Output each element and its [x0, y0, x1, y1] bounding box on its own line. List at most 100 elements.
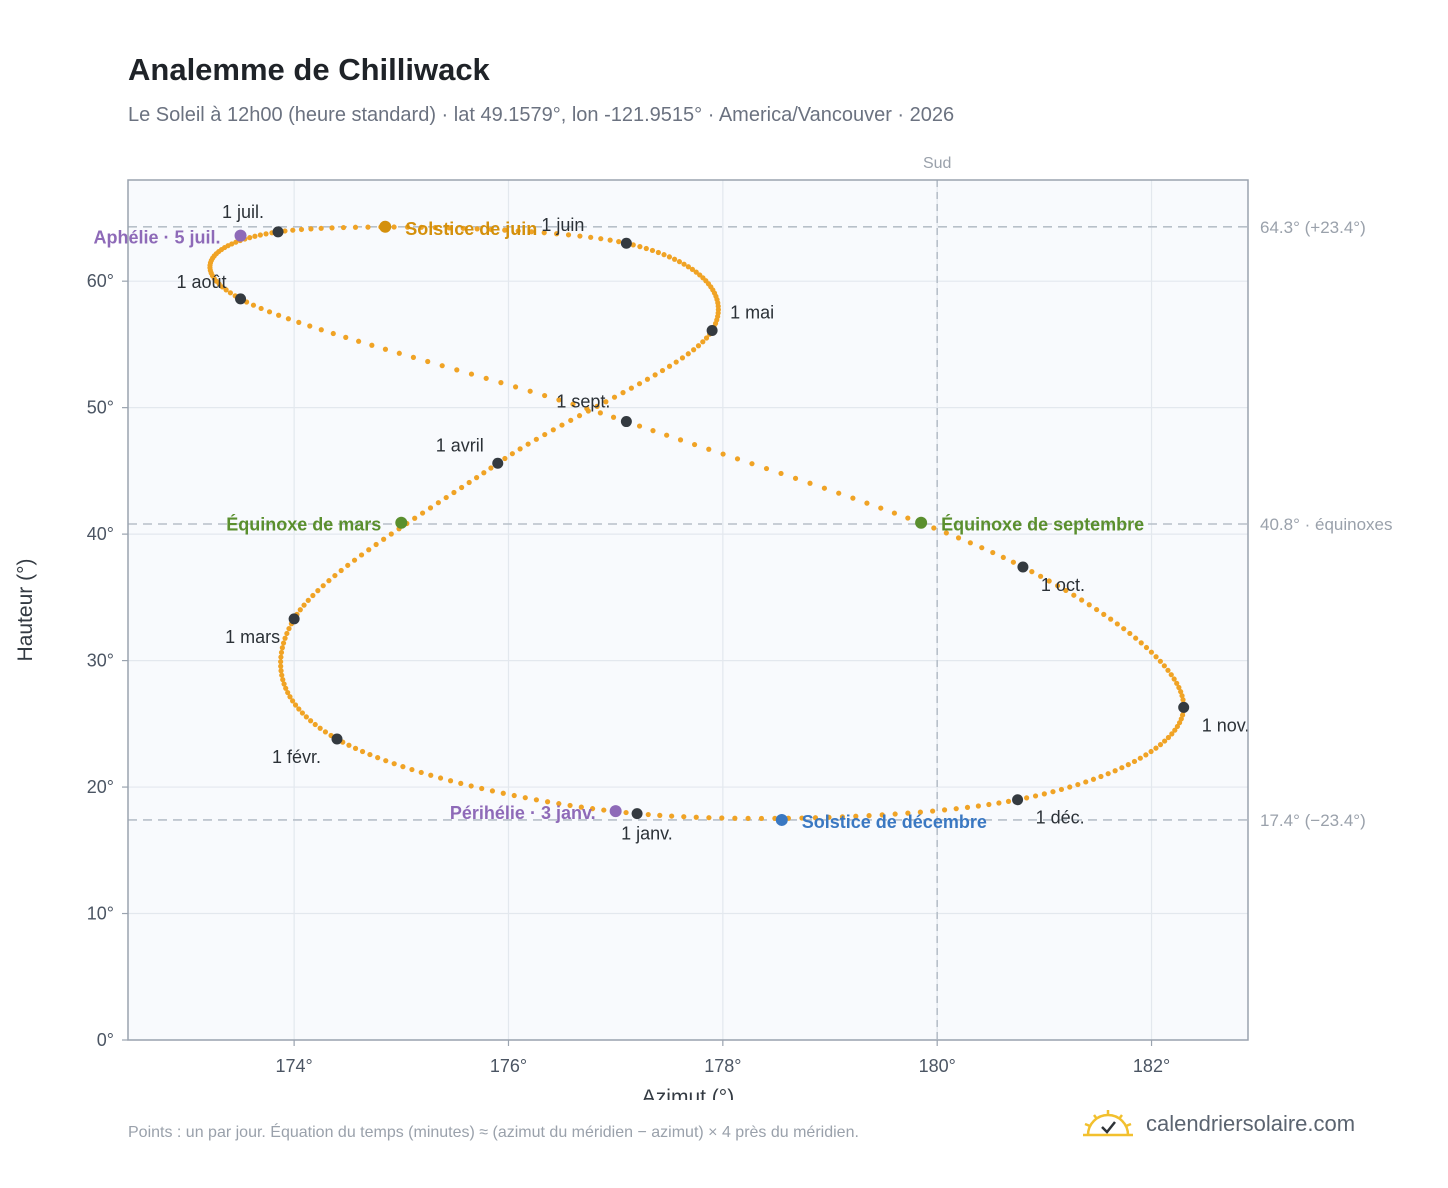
daily-sun-dot: [308, 718, 314, 724]
daily-sun-dot: [439, 363, 445, 369]
brand-name[interactable]: calendriersolaire.com: [1146, 1111, 1356, 1136]
event-label: Solstice de décembre: [802, 812, 987, 832]
month-point: [620, 416, 632, 428]
daily-sun-dot: [719, 815, 725, 821]
daily-sun-dot: [356, 338, 362, 344]
daily-sun-dot: [266, 309, 273, 315]
daily-sun-dot: [607, 237, 613, 243]
daily-sun-dot: [1054, 583, 1061, 589]
daily-sun-dot: [616, 239, 622, 245]
daily-sun-dot: [318, 327, 324, 333]
daily-sun-dot: [669, 813, 675, 819]
daily-sun-dot: [628, 385, 634, 391]
daily-sun-dot: [598, 236, 604, 242]
daily-sun-dot: [996, 800, 1002, 806]
daily-sun-dot: [488, 226, 494, 233]
daily-sun-dot: [691, 441, 698, 448]
event-label: Périhélie · 3 janv.: [450, 803, 596, 823]
daily-sun-dot: [1153, 654, 1159, 660]
daily-sun-dot: [369, 342, 375, 348]
daily-sun-dot: [1086, 602, 1092, 608]
plot-background: [128, 180, 1248, 1040]
daily-sun-dot: [474, 226, 480, 232]
month-point: [272, 226, 284, 238]
event-label: Équinoxe de septembre: [941, 514, 1144, 535]
daily-sun-dot: [905, 515, 911, 521]
daily-sun-dot: [278, 668, 284, 674]
daily-sun-dot: [282, 228, 288, 234]
daily-sun-dot: [286, 626, 292, 632]
daily-sun-dot: [990, 549, 996, 556]
daily-sun-dot: [1165, 734, 1172, 741]
daily-sun-dot: [1075, 781, 1081, 788]
daily-sun-dot: [1024, 795, 1030, 801]
y-tick-label: 10°: [87, 904, 114, 924]
daily-sun-dot: [1148, 649, 1155, 655]
daily-sun-dot: [931, 525, 937, 531]
daily-sun-dot: [263, 231, 269, 237]
daily-sun-dot: [664, 432, 670, 438]
south-label: Sud: [923, 155, 951, 172]
daily-sun-dot: [1179, 693, 1185, 699]
daily-sun-dot: [720, 451, 726, 457]
daily-sun-dot: [673, 359, 679, 365]
daily-sun-dot: [611, 394, 618, 400]
daily-sun-dot: [1125, 762, 1131, 768]
daily-sun-dot: [388, 531, 394, 537]
chart-title: Analemme de Chilliwack: [128, 52, 490, 87]
daily-sun-dot: [500, 790, 506, 796]
daily-sun-dot: [979, 545, 985, 551]
daily-sun-dot: [695, 343, 702, 349]
daily-sun-dot: [296, 319, 302, 325]
daily-sun-dot: [447, 778, 454, 784]
daily-sun-dot: [836, 490, 842, 496]
daily-sun-dot: [578, 804, 584, 810]
daily-sun-dot: [693, 269, 699, 275]
x-tick-label: 182°: [1133, 1056, 1170, 1076]
daily-sun-dot: [652, 372, 658, 378]
daily-sun-dot: [567, 802, 573, 809]
daily-sun-dot: [257, 232, 263, 238]
footnote: Points : un par jour. Équation du temps …: [128, 1124, 859, 1141]
daily-sun-dot: [691, 347, 697, 353]
daily-sun-dot: [1171, 676, 1177, 682]
y-tick-label: 20°: [87, 777, 114, 797]
daily-sun-dot: [1090, 776, 1097, 782]
daily-sun-dot: [346, 742, 352, 748]
daily-sun-dot: [250, 302, 257, 308]
y-tick-label: 50°: [87, 398, 114, 418]
daily-sun-dot: [284, 630, 290, 637]
daily-sun-dot: [512, 384, 519, 390]
daily-sun-dot: [671, 256, 678, 262]
event-point: [915, 516, 928, 529]
month-point: [706, 325, 718, 336]
daily-sun-dot: [282, 635, 288, 641]
daily-sun-dot: [1037, 573, 1044, 579]
x-tick-label: 174°: [276, 1056, 313, 1076]
daily-sun-dot: [322, 729, 329, 735]
event-point: [609, 805, 622, 818]
daily-sun-dot: [812, 815, 819, 821]
daily-sun-dot: [279, 645, 285, 651]
daily-sun-dot: [554, 231, 560, 237]
event-point: [234, 229, 247, 242]
daily-sun-dot: [689, 266, 696, 273]
daily-sun-dot: [418, 769, 424, 776]
daily-sun-dot: [1174, 723, 1181, 730]
month-label: 1 déc.: [1036, 808, 1085, 828]
daily-sun-dot: [299, 710, 306, 716]
daily-sun-dot: [597, 410, 603, 416]
daily-sun-dot: [343, 334, 349, 340]
brand[interactable]: calendriersolaire.com: [1082, 1104, 1355, 1144]
daily-sun-dot: [287, 694, 293, 700]
daily-sun-dot: [853, 813, 859, 819]
reference-lines: Sud 64.3° (+23.4°) 40.8° · équinoxes 17.4° …: [128, 155, 1393, 1040]
daily-sun-dot: [706, 815, 712, 821]
daily-sun-dot: [630, 242, 636, 248]
daily-sun-dot: [657, 812, 663, 818]
daily-sun-dot: [1112, 768, 1118, 774]
y-axis-label: Hauteur (°): [14, 559, 37, 662]
month-label: 1 sept.: [556, 392, 610, 412]
daily-sun-dot: [1176, 720, 1183, 726]
daily-sun-dot: [330, 330, 336, 337]
